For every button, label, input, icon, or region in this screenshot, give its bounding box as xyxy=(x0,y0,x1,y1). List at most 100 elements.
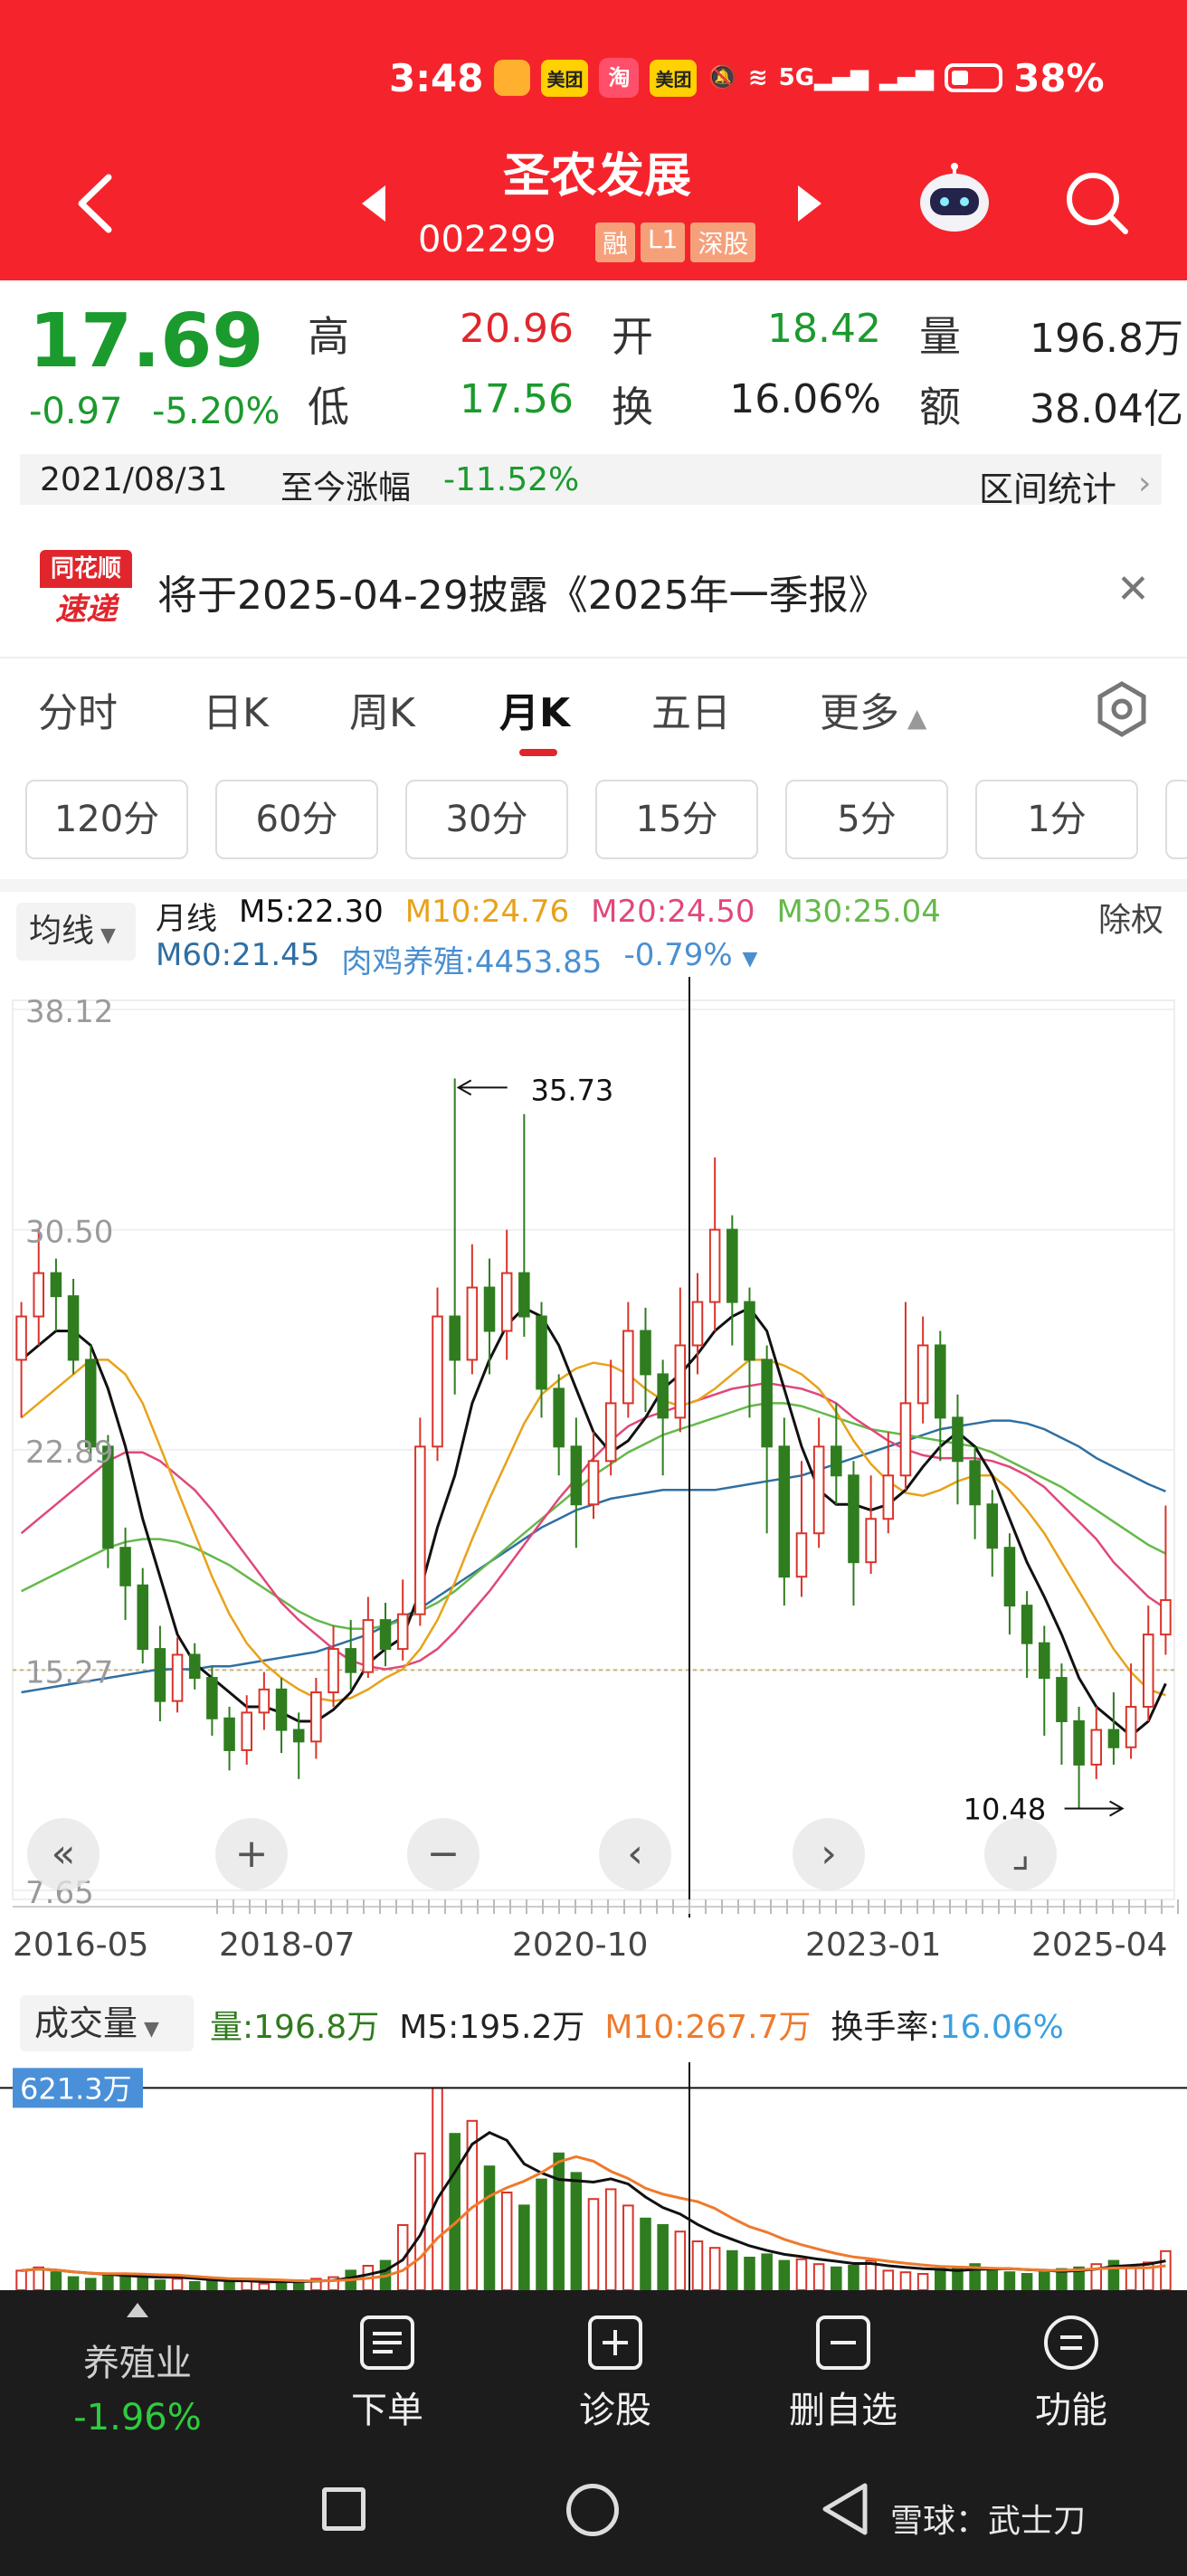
zoom-in-icon-bg xyxy=(215,1818,288,1890)
candle-body xyxy=(396,1613,409,1651)
candle-body xyxy=(622,1330,634,1405)
candle-body xyxy=(778,1445,791,1578)
y-tick-label: 22.89 xyxy=(25,1435,113,1471)
pill-60min[interactable]: 60分 xyxy=(215,780,378,859)
pill-30min[interactable]: 30分 xyxy=(405,780,568,859)
zoom-in-icon[interactable]: + xyxy=(215,1818,288,1890)
candle-body xyxy=(1073,1719,1085,1766)
volume-bar xyxy=(483,2165,496,2290)
nav-diagnose[interactable]: 诊股 xyxy=(525,2316,706,2433)
recent-apps-icon[interactable] xyxy=(322,2487,366,2531)
since-date: 2021/08/31 xyxy=(40,461,228,498)
volume-bar xyxy=(33,2266,45,2290)
volume-bar xyxy=(795,2258,808,2290)
tab-monthly-k[interactable]: 月K xyxy=(499,690,571,736)
nav-order[interactable]: 下单 xyxy=(297,2316,478,2433)
volume-bar xyxy=(1003,2271,1016,2290)
candle-body xyxy=(640,1330,651,1376)
pill-overflow[interactable] xyxy=(1165,780,1187,859)
volume-bar xyxy=(258,2282,271,2290)
range-stats-link[interactable]: 区间统计 xyxy=(979,469,1117,509)
tab-daily-k[interactable]: 日K xyxy=(203,690,269,736)
price-change: -0.97 xyxy=(29,391,123,432)
volume-bar xyxy=(536,2178,547,2290)
volume-bar xyxy=(570,2172,583,2290)
y-tick-label: 30.50 xyxy=(25,1215,113,1251)
news-headline[interactable]: 将于2025-04-29披露《2025年一季报》 xyxy=(157,573,888,619)
kline-chart[interactable]: 38.1230.5022.8915.277.6535.7310.482016-0… xyxy=(0,977,1187,1981)
amount-label: 额 xyxy=(919,383,961,431)
volume-m10: M10:267.7万 xyxy=(604,2009,812,2046)
candle-body xyxy=(67,1295,80,1361)
candle-body xyxy=(865,1518,877,1564)
chevron-right-icon: › xyxy=(1138,465,1152,502)
settings-icon[interactable] xyxy=(1093,680,1151,738)
back-icon[interactable] xyxy=(69,172,123,235)
candle-body xyxy=(119,1547,131,1586)
tab-five-day[interactable]: 五日 xyxy=(651,690,731,736)
volume-bar xyxy=(432,2087,443,2290)
volume-bar xyxy=(154,2279,166,2290)
period-label: 月线 xyxy=(156,901,217,937)
nav-remove-watchlist[interactable]: 删自选 xyxy=(753,2316,934,2433)
ex-rights-toggle[interactable]: 除权 xyxy=(1098,902,1164,939)
prev-stock-icon[interactable] xyxy=(362,185,385,222)
candle-body xyxy=(1021,1605,1033,1644)
margin-tag: 融 xyxy=(595,223,636,262)
tab-intraday[interactable]: 分时 xyxy=(38,690,118,736)
home-icon[interactable] xyxy=(566,2484,619,2536)
candle-body xyxy=(916,1344,929,1405)
since-bar[interactable] xyxy=(20,454,1162,505)
candle-body xyxy=(1038,1642,1050,1680)
ma60-value: M60:21.45 xyxy=(156,937,320,973)
tab-weekly-k[interactable]: 周K xyxy=(349,690,415,736)
ma30-value: M30:25.04 xyxy=(776,894,941,930)
remove-icon xyxy=(816,2316,870,2370)
tab-more-label: 更多 xyxy=(820,690,899,736)
volume-m5: M5:195.2万 xyxy=(399,2009,585,2046)
volume-bar xyxy=(726,2249,738,2290)
industry-name[interactable]: 养殖业 xyxy=(83,2343,192,2384)
nav-functions[interactable]: 功能 xyxy=(981,2316,1162,2433)
fast-backward-icon[interactable]: « xyxy=(27,1818,100,1890)
candle-body xyxy=(1160,1599,1172,1636)
candle-body xyxy=(1107,1728,1120,1748)
search-icon[interactable] xyxy=(1062,168,1131,237)
candle-body xyxy=(84,1359,97,1448)
wifi-icon: ≋ xyxy=(747,64,768,91)
scroll-right-icon[interactable]: › xyxy=(793,1818,865,1890)
candle-body xyxy=(848,1474,859,1564)
volume-bar xyxy=(778,2259,791,2290)
zoom-out-icon[interactable]: − xyxy=(407,1818,480,1890)
close-icon[interactable]: ✕ xyxy=(1116,566,1150,612)
pill-15min[interactable]: 15分 xyxy=(595,780,758,859)
fullscreen-icon[interactable]: ⌟ xyxy=(984,1818,1057,1890)
volume-chart[interactable]: 621.3万 xyxy=(0,2062,1187,2290)
level-tag: L1 xyxy=(641,223,686,262)
volume-bar xyxy=(744,2257,755,2290)
low-label: 低 xyxy=(308,383,349,431)
candle-body xyxy=(241,1711,252,1751)
system-back-icon[interactable] xyxy=(818,2480,872,2538)
tab-more[interactable]: 更多 ▲ xyxy=(820,680,926,738)
volume-bar xyxy=(657,2224,669,2290)
candle-body xyxy=(102,1445,114,1549)
scroll-left-icon-bg xyxy=(599,1818,671,1890)
robot-assistant-icon[interactable] xyxy=(914,163,995,235)
pill-1min[interactable]: 1分 xyxy=(975,780,1138,859)
signal-icon: 5G▂▄▆ xyxy=(778,64,869,91)
caret-down-icon: ▼ xyxy=(138,2018,159,2041)
candle-body xyxy=(726,1228,738,1303)
volume-indicator-select[interactable]: 成交量 ▼ xyxy=(20,1995,194,2051)
indicator-select[interactable]: 均线 ▼ xyxy=(16,903,136,961)
pill-120min[interactable]: 120分 xyxy=(25,780,188,859)
scroll-left-icon-glyph: ‹ xyxy=(627,1831,643,1877)
pill-5min[interactable]: 5分 xyxy=(785,780,948,859)
volume-current: 量:196.8万 xyxy=(210,2009,380,2046)
volume-max-tag xyxy=(13,2068,143,2108)
next-stock-icon[interactable] xyxy=(798,185,821,222)
heart-app-icon xyxy=(494,60,531,96)
candle-body xyxy=(1090,1728,1103,1766)
volume-bar xyxy=(831,2266,842,2290)
scroll-left-icon[interactable]: ‹ xyxy=(599,1818,671,1890)
